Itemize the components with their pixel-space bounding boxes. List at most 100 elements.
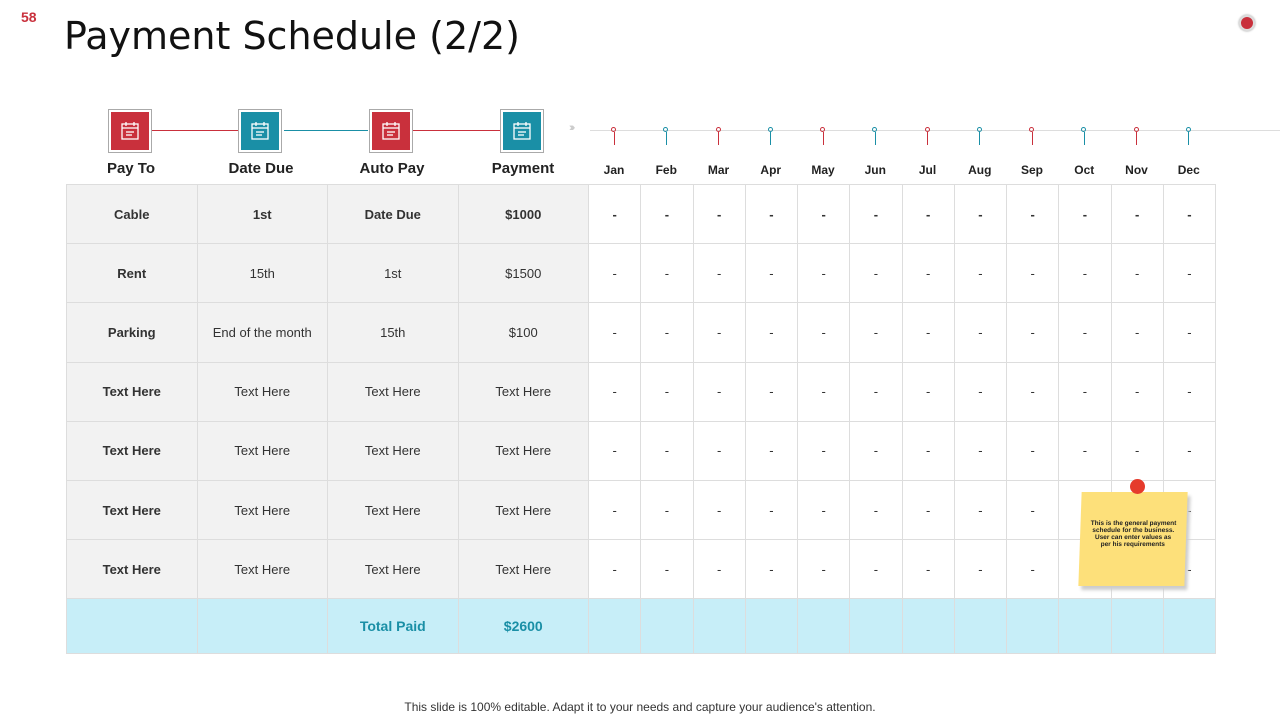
month-cell[interactable]: - <box>587 361 642 422</box>
month-cell[interactable]: - <box>953 302 1008 363</box>
month-cell[interactable]: - <box>1058 243 1112 304</box>
table-cell[interactable]: $1500 <box>457 243 589 304</box>
month-cell[interactable]: - <box>1162 183 1217 245</box>
month-cell[interactable]: - <box>901 539 955 600</box>
month-cell[interactable]: - <box>901 479 955 541</box>
table-cell[interactable]: Parking <box>66 302 198 363</box>
month-cell[interactable]: - <box>744 361 799 422</box>
month-cell[interactable]: - <box>953 420 1008 481</box>
month-cell[interactable]: - <box>1058 183 1112 245</box>
month-cell[interactable]: - <box>692 479 746 541</box>
month-cell[interactable]: - <box>849 539 903 600</box>
month-cell[interactable]: - <box>1005 243 1060 304</box>
month-cell[interactable]: - <box>796 243 851 304</box>
month-cell[interactable]: - <box>744 243 799 304</box>
month-cell[interactable]: - <box>1110 420 1164 481</box>
month-cell[interactable]: - <box>1005 420 1060 481</box>
month-cell[interactable]: - <box>1005 479 1060 541</box>
month-cell[interactable]: - <box>953 243 1008 304</box>
month-cell[interactable]: - <box>1110 243 1164 304</box>
month-cell[interactable]: - <box>1005 539 1060 600</box>
month-cell[interactable]: - <box>640 539 694 600</box>
month-cell[interactable]: - <box>953 183 1008 245</box>
table-cell[interactable]: 1st <box>196 183 328 245</box>
month-cell[interactable]: - <box>692 361 746 422</box>
month-cell[interactable]: - <box>1005 302 1060 363</box>
month-cell[interactable]: - <box>849 479 903 541</box>
month-cell[interactable]: - <box>849 243 903 304</box>
month-cell[interactable]: - <box>640 479 694 541</box>
month-cell[interactable]: - <box>640 302 694 363</box>
table-cell[interactable]: $100 <box>457 302 589 363</box>
month-cell[interactable]: - <box>587 302 642 363</box>
table-cell[interactable]: 15th <box>196 243 328 304</box>
month-cell[interactable]: - <box>692 243 746 304</box>
month-cell[interactable]: - <box>692 302 746 363</box>
table-cell[interactable]: Cable <box>66 183 198 245</box>
month-cell[interactable]: - <box>849 183 903 245</box>
month-cell[interactable]: - <box>744 479 799 541</box>
table-cell[interactable]: $1000 <box>457 183 589 245</box>
month-cell[interactable]: - <box>587 243 642 304</box>
month-cell[interactable]: - <box>849 361 903 422</box>
month-cell[interactable]: - <box>587 479 642 541</box>
table-cell[interactable]: Date Due <box>327 183 459 245</box>
month-cell[interactable]: - <box>901 420 955 481</box>
table-cell[interactable]: Text Here <box>457 361 589 422</box>
month-cell[interactable]: - <box>796 539 851 600</box>
month-cell[interactable]: - <box>796 420 851 481</box>
month-cell[interactable]: - <box>744 539 799 600</box>
month-cell[interactable]: - <box>1005 361 1060 422</box>
table-cell[interactable]: Text Here <box>66 420 198 481</box>
table-cell[interactable]: Text Here <box>327 420 459 481</box>
month-cell[interactable]: - <box>901 183 955 245</box>
table-cell[interactable]: Text Here <box>327 361 459 422</box>
month-cell[interactable]: - <box>953 479 1008 541</box>
month-cell[interactable]: - <box>1162 361 1217 422</box>
month-cell[interactable]: - <box>744 420 799 481</box>
month-cell[interactable]: - <box>953 539 1008 600</box>
month-cell[interactable]: - <box>692 539 746 600</box>
month-cell[interactable]: - <box>1110 183 1164 245</box>
month-cell[interactable]: - <box>1110 302 1164 363</box>
month-cell[interactable]: - <box>901 361 955 422</box>
table-cell[interactable]: End of the month <box>196 302 328 363</box>
month-cell[interactable]: - <box>692 420 746 481</box>
table-cell[interactable]: Text Here <box>196 361 328 422</box>
table-cell[interactable]: Text Here <box>457 539 589 600</box>
month-cell[interactable]: - <box>849 302 903 363</box>
month-cell[interactable]: - <box>1058 361 1112 422</box>
month-cell[interactable]: - <box>1162 420 1217 481</box>
table-cell[interactable]: Text Here <box>327 539 459 600</box>
month-cell[interactable]: - <box>1005 183 1060 245</box>
table-cell[interactable]: Text Here <box>196 539 328 600</box>
month-cell[interactable]: - <box>796 479 851 541</box>
table-cell[interactable]: Text Here <box>196 420 328 481</box>
table-cell[interactable]: 15th <box>327 302 459 363</box>
month-cell[interactable]: - <box>953 361 1008 422</box>
month-cell[interactable]: - <box>587 420 642 481</box>
month-cell[interactable]: - <box>901 302 955 363</box>
month-cell[interactable]: - <box>1110 361 1164 422</box>
month-cell[interactable]: - <box>744 183 799 245</box>
table-cell[interactable]: Text Here <box>457 479 589 541</box>
month-cell[interactable]: - <box>796 302 851 363</box>
table-cell[interactable]: Text Here <box>457 420 589 481</box>
month-cell[interactable]: - <box>849 420 903 481</box>
month-cell[interactable]: - <box>1058 302 1112 363</box>
month-cell[interactable]: - <box>587 539 642 600</box>
month-cell[interactable]: - <box>744 302 799 363</box>
month-cell[interactable]: - <box>796 183 851 245</box>
month-cell[interactable]: - <box>640 420 694 481</box>
month-cell[interactable]: - <box>1162 243 1217 304</box>
month-cell[interactable]: - <box>796 361 851 422</box>
table-cell[interactable]: Text Here <box>66 361 198 422</box>
table-cell[interactable]: 1st <box>327 243 459 304</box>
table-cell[interactable]: Text Here <box>66 539 198 600</box>
month-cell[interactable]: - <box>640 243 694 304</box>
table-cell[interactable]: Rent <box>66 243 198 304</box>
table-cell[interactable]: Text Here <box>66 479 198 541</box>
month-cell[interactable]: - <box>640 361 694 422</box>
month-cell[interactable]: - <box>640 183 694 245</box>
month-cell[interactable]: - <box>587 183 642 245</box>
